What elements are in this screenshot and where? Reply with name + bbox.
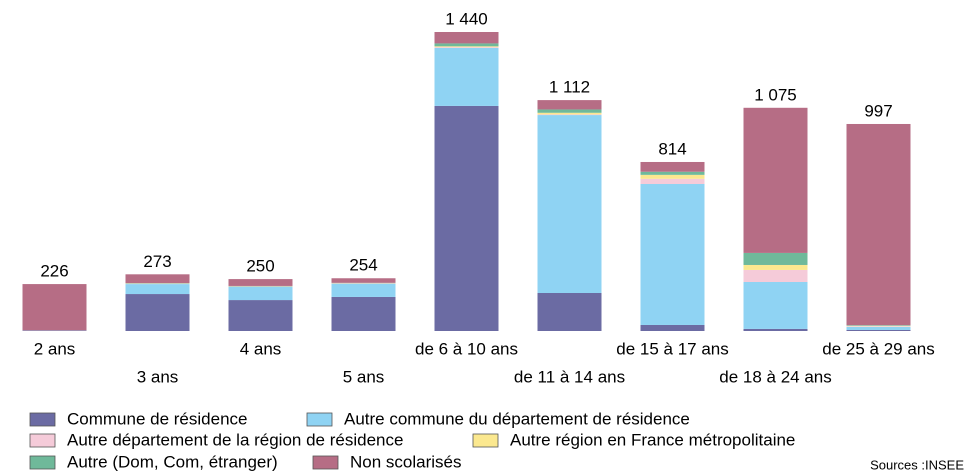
bar-segment <box>434 46 499 48</box>
bar-segment <box>228 300 293 331</box>
bar-segment <box>743 281 808 329</box>
bar-segment <box>743 269 808 282</box>
legend-label: Autre département de la région de réside… <box>67 430 403 449</box>
bar-segment <box>640 183 705 325</box>
bar-segment <box>228 279 293 286</box>
x-tick-label: 4 ans <box>240 339 282 358</box>
bar-segment <box>743 252 808 265</box>
legend-label: Autre (Dom, Com, étranger) <box>67 452 278 471</box>
source: Sources :INSEE <box>870 457 964 472</box>
x-tick-label: de 6 à 10 ans <box>415 339 518 358</box>
value-label: 273 <box>143 252 171 271</box>
bar-segment <box>846 123 911 326</box>
bar-segment <box>846 329 911 331</box>
bar-segment <box>331 278 396 283</box>
legend-swatch <box>29 433 56 448</box>
bar-segment <box>434 43 499 47</box>
bar-segment <box>537 293 602 331</box>
legend-swatch <box>472 433 499 448</box>
bar-segment <box>434 105 499 332</box>
bar-segment <box>434 47 499 48</box>
legend-label: Non scolarisés <box>350 452 462 471</box>
legend-label: Autre commune du département de résidenc… <box>344 409 690 428</box>
value-label: 226 <box>40 262 68 281</box>
bar-segment <box>331 283 396 297</box>
bar-segment <box>228 286 293 301</box>
bar-segment <box>22 284 87 331</box>
bar-segment <box>537 109 602 113</box>
bar-segment <box>846 326 911 330</box>
bar-segment <box>125 284 190 295</box>
bar-segment <box>640 171 705 175</box>
bar-segment <box>640 324 705 331</box>
value-label: 250 <box>246 257 274 276</box>
x-tick-label: 2 ans <box>34 339 76 358</box>
x-tick-label: 3 ans <box>137 367 179 386</box>
x-tick-label: 5 ans <box>343 367 385 386</box>
bar-segment <box>537 114 602 116</box>
bar-segment <box>743 107 808 253</box>
legend-label: Autre région en France métropolitaine <box>510 430 795 449</box>
bar-segment <box>434 32 499 44</box>
x-tick-label: de 15 à 17 ans <box>616 339 728 358</box>
bar-segment <box>537 115 602 294</box>
x-tick-label: de 25 à 29 ans <box>822 339 934 358</box>
legend-swatch <box>306 412 333 427</box>
bar-segment <box>537 100 602 110</box>
bar-segment <box>125 274 190 284</box>
x-tick-label: de 18 à 24 ans <box>719 367 831 386</box>
bar-segment <box>743 264 808 270</box>
bar-segment <box>331 296 396 331</box>
value-label: 1 075 <box>754 85 797 104</box>
bar-segment <box>434 47 499 106</box>
x-tick-label: de 11 à 14 ans <box>514 367 625 386</box>
bar-segment <box>640 161 705 172</box>
legend-swatch <box>29 455 56 470</box>
bar-segment <box>640 174 705 179</box>
bar-segment <box>846 326 911 327</box>
value-label: 997 <box>864 101 892 120</box>
value-label: 814 <box>658 139 686 158</box>
legend-label: Commune de résidence <box>67 409 247 428</box>
bar-segment <box>846 325 911 326</box>
legend-swatch <box>29 412 56 427</box>
value-label: 254 <box>349 256 377 275</box>
value-label: 1 112 <box>549 78 590 97</box>
legend-swatch <box>312 455 339 470</box>
bar-segment <box>125 294 190 331</box>
bar-segment <box>537 112 602 115</box>
value-label: 1 440 <box>445 9 488 28</box>
bar-segment <box>640 178 705 184</box>
bar-segment <box>743 328 808 331</box>
